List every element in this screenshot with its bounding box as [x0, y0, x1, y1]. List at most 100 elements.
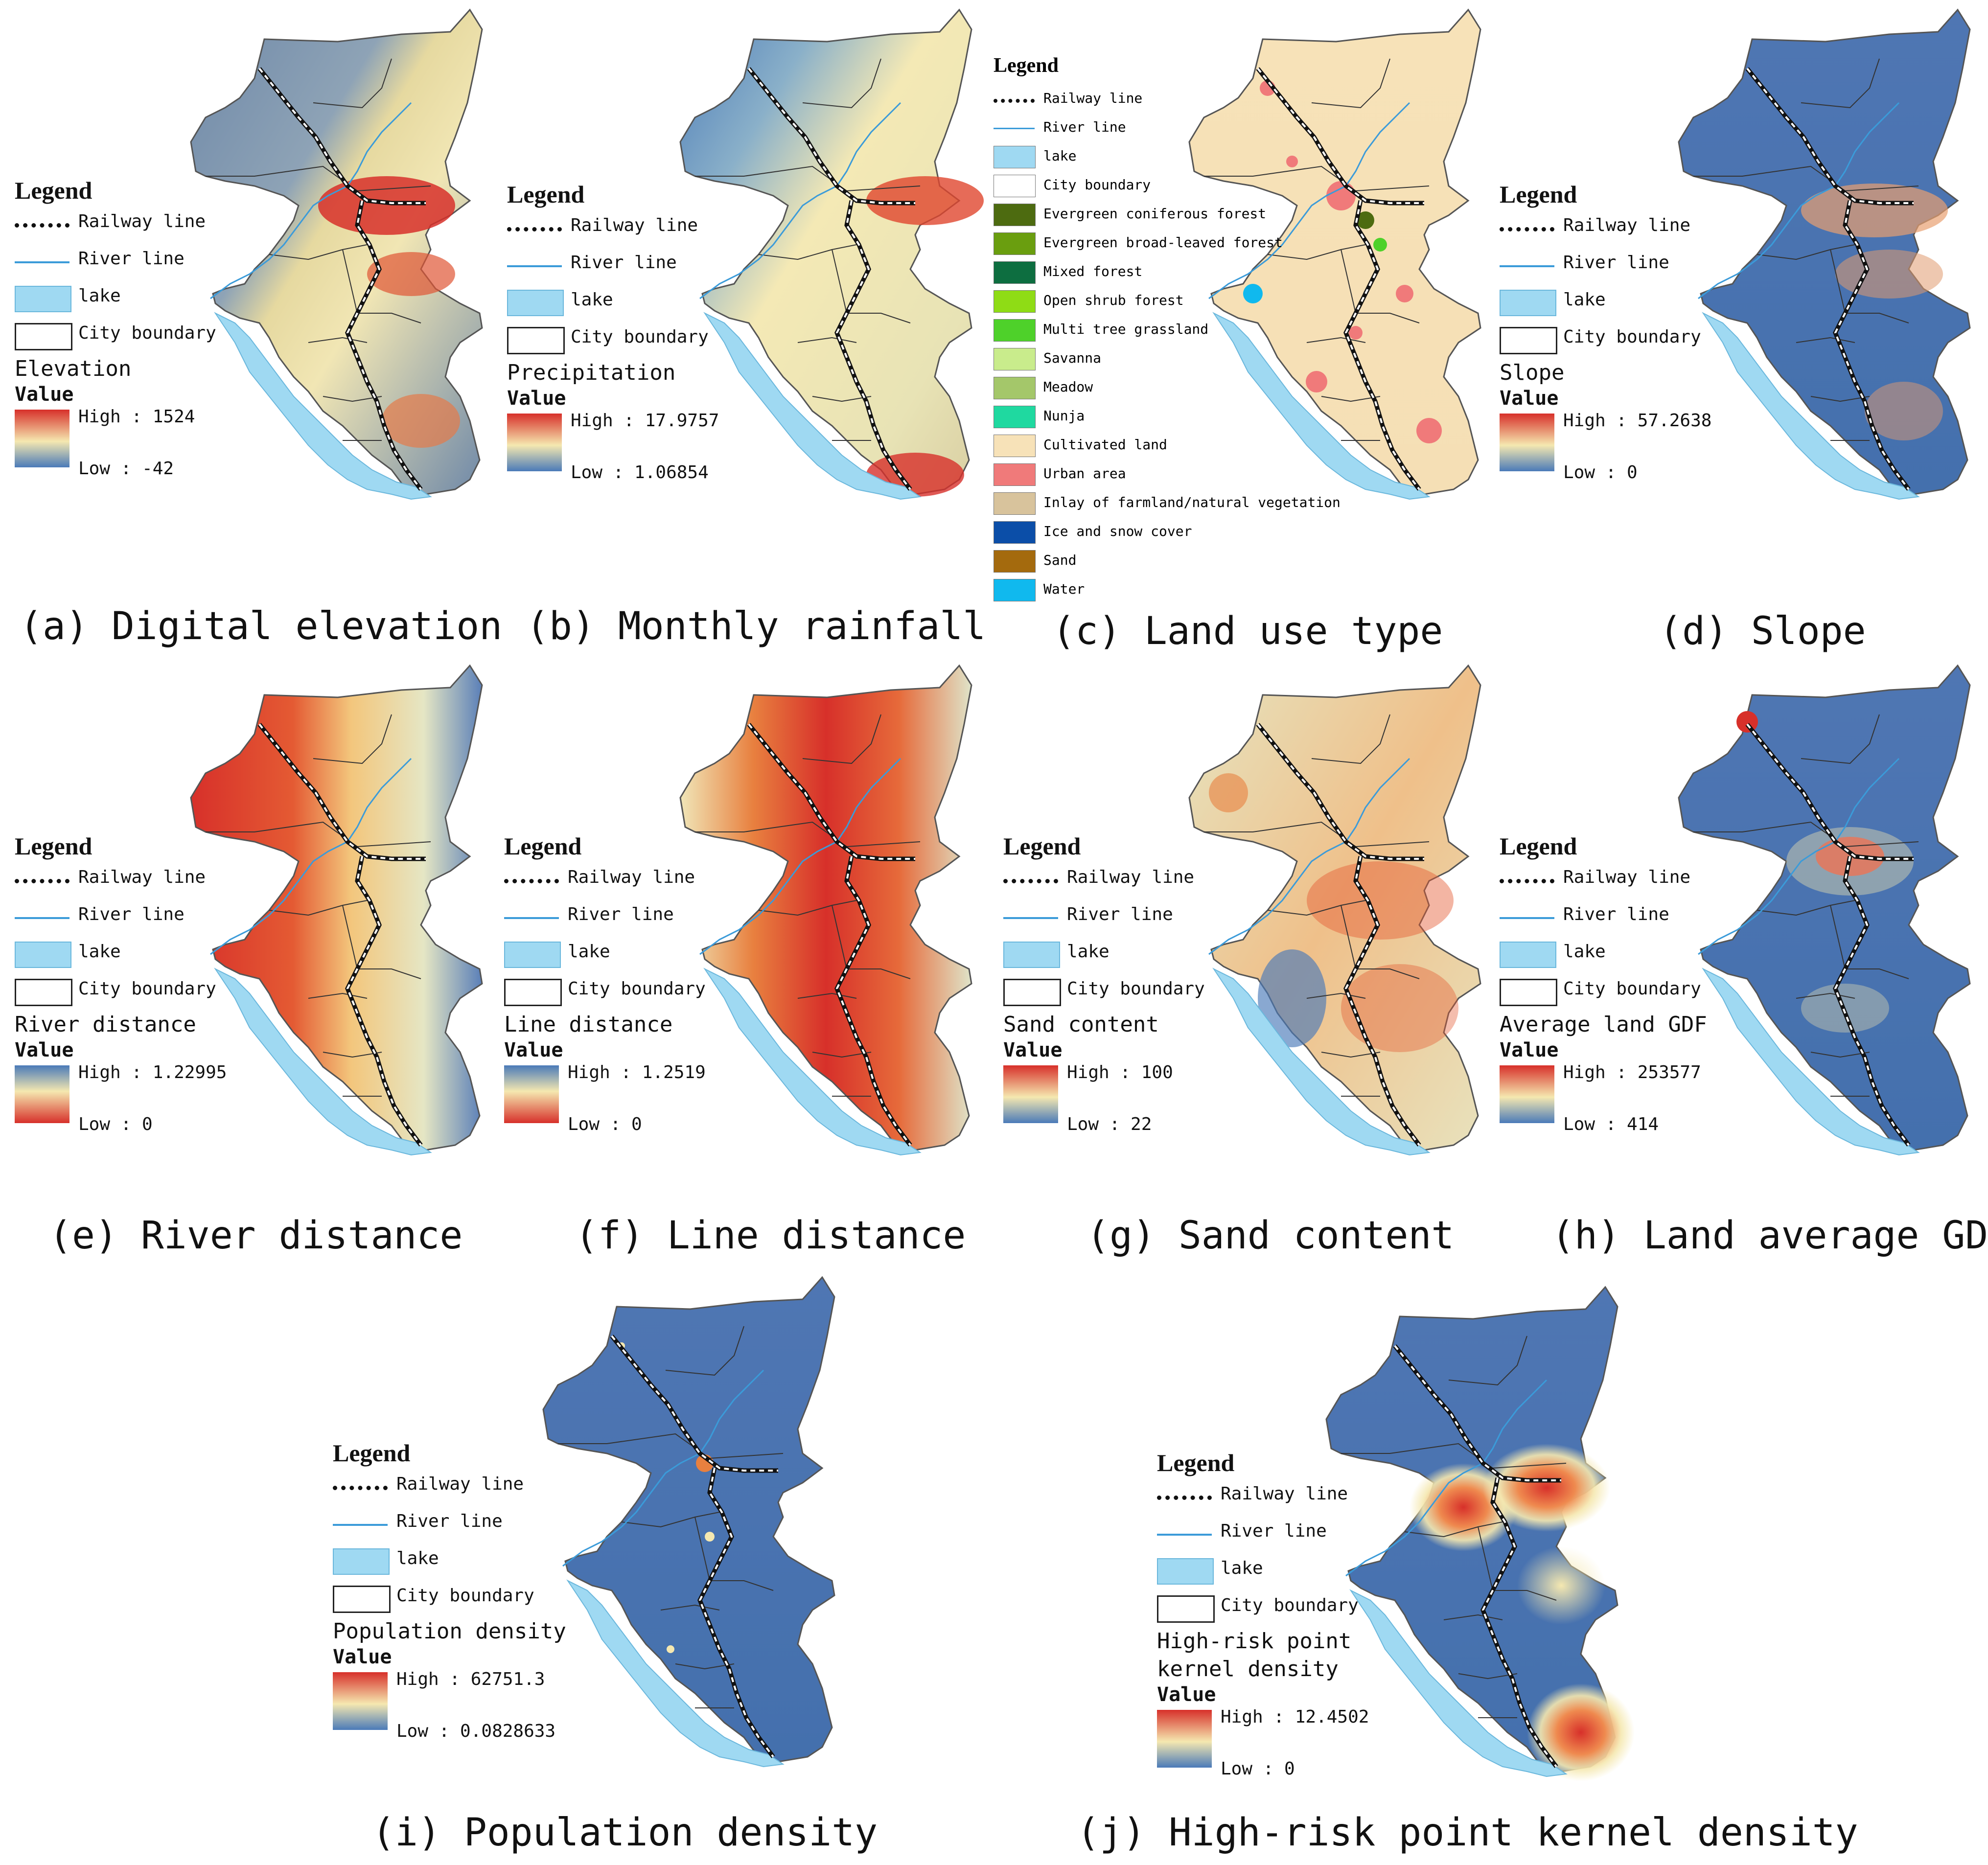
layer-name: Line distance	[504, 1012, 673, 1037]
river-label: River line	[78, 249, 185, 269]
city-boundary-label: City boundary	[78, 323, 216, 343]
railway-symbol	[15, 879, 69, 883]
landuse-legend-item: Mixed forest	[994, 259, 1142, 288]
river-label: River line	[1563, 904, 1669, 924]
city-boundary-symbol	[1500, 327, 1557, 354]
city-boundary-label: City boundary	[1067, 979, 1205, 999]
layer-name: Sand content	[1003, 1012, 1159, 1037]
value-title: Value	[15, 1039, 74, 1061]
railway-label: Railway line	[1221, 1484, 1348, 1504]
value-title: Value	[1500, 387, 1559, 410]
ramp-low: Low : 414	[1563, 1114, 1659, 1134]
layer-name: Precipitation	[507, 360, 676, 385]
legend-title: Legend	[15, 832, 92, 860]
railway-label: Railway line	[78, 867, 206, 887]
landuse-legend-item: Urban area	[994, 461, 1126, 490]
legend-c-landuse: Legend Railway line River line lake City bo…	[994, 54, 1341, 606]
ramp-high: High : 253577	[1563, 1062, 1701, 1082]
legend-h: Legend Railway line River line lake City…	[1500, 832, 1707, 1139]
color-ramp	[1500, 414, 1554, 471]
lake-symbol	[333, 1548, 390, 1575]
landuse-label: Urban area	[1043, 465, 1126, 482]
landuse-label: Savanna	[1043, 350, 1102, 366]
railway-label: Railway line	[396, 1474, 524, 1494]
color-ramp	[15, 410, 69, 467]
landuse-label: Railway line	[1043, 90, 1143, 106]
lake-symbol	[1003, 942, 1060, 968]
lake-label: lake	[78, 942, 121, 962]
layer-name: Average land GDF	[1500, 1012, 1707, 1037]
lake-label: lake	[1563, 942, 1606, 962]
landuse-swatch	[994, 492, 1036, 515]
landuse-swatch	[994, 435, 1036, 457]
landuse-label: Multi tree grassland	[1043, 321, 1209, 337]
landuse-swatch	[994, 290, 1036, 313]
ramp-low: Low : 0.0828633	[396, 1721, 556, 1741]
landuse-legend-item: Multi tree grassland	[994, 317, 1208, 346]
river-symbol	[15, 261, 69, 263]
city-boundary-symbol	[1500, 979, 1557, 1006]
caption-f: (f) Line distance	[575, 1214, 966, 1258]
value-title: Value	[1500, 1039, 1559, 1061]
landuse-legend-item: Water	[994, 577, 1085, 606]
landuse-label: Open shrub forest	[1043, 292, 1184, 308]
city-boundary-label: City boundary	[568, 979, 706, 999]
layer-name: Population density	[333, 1619, 566, 1644]
ramp-high: High : 1.2519	[568, 1062, 706, 1082]
landuse-label: Inlay of farmland/natural vegetation	[1043, 494, 1341, 510]
map-i-population-density	[542, 1276, 835, 1767]
city-boundary-symbol	[1003, 979, 1061, 1006]
value-title: Value	[1157, 1683, 1216, 1706]
map-e-river-distance	[190, 665, 483, 1155]
landuse-label: Evergreen broad-leaved forest	[1043, 234, 1283, 251]
river-symbol	[1500, 917, 1554, 919]
legend-b: Legend Railway line River line lake City…	[507, 180, 719, 487]
river-label: River line	[78, 904, 185, 924]
landuse-swatch	[994, 463, 1036, 486]
map-h-land-gdp	[1678, 665, 1971, 1155]
caption-b: (b) Monthly rainfall	[526, 604, 986, 648]
landuse-label: Evergreen coniferous forest	[1043, 206, 1267, 222]
landuse-legend-item: Meadow	[994, 375, 1093, 404]
legend-e: Legend Railway line River line lake City…	[15, 832, 227, 1139]
lake-symbol	[1157, 1558, 1214, 1585]
landuse-label: Mixed forest	[1043, 263, 1143, 279]
railway-symbol	[1500, 227, 1554, 231]
lake-label: lake	[396, 1548, 439, 1568]
layer-name: Slope	[1500, 360, 1565, 385]
landuse-swatch	[994, 175, 1036, 197]
city-boundary-label: City boundary	[396, 1586, 534, 1606]
map-f-line-distance	[679, 665, 972, 1155]
map-b-rainfall	[679, 9, 984, 500]
river-symbol	[504, 917, 559, 919]
city-boundary-symbol	[15, 323, 72, 350]
landuse-swatch	[994, 204, 1036, 226]
landuse-label: Water	[1043, 581, 1085, 597]
landuse-legend-item: Evergreen broad-leaved forest	[994, 230, 1283, 259]
landuse-label: River line	[1043, 119, 1126, 135]
railway-symbol	[1157, 1496, 1212, 1500]
caption-h: (h) Land average GDP	[1551, 1214, 1988, 1258]
lake-label: lake	[1067, 942, 1110, 962]
ramp-low: Low : 0	[568, 1114, 642, 1134]
landuse-legend-item: Ice and snow cover	[994, 519, 1192, 548]
ramp-low: Low : 0	[1221, 1759, 1295, 1779]
city-boundary-symbol	[1157, 1595, 1215, 1623]
city-boundary-label: City boundary	[1563, 979, 1701, 999]
lake-symbol	[1500, 942, 1556, 968]
city-boundary-label: City boundary	[1563, 327, 1701, 347]
landuse-label: Nunja	[1043, 408, 1085, 424]
ramp-low: Low : 0	[1563, 462, 1638, 483]
color-ramp	[1157, 1710, 1212, 1768]
legend-title: Legend	[507, 181, 585, 208]
ramp-high: High : 17.9757	[571, 411, 719, 431]
lake-label: lake	[568, 942, 610, 962]
ramp-low: Low : 1.06854	[571, 462, 709, 483]
lake-symbol	[15, 942, 71, 968]
railway-symbol	[507, 227, 562, 231]
city-boundary-label: City boundary	[571, 327, 709, 347]
river-label: River line	[396, 1511, 503, 1531]
legend-f: Legend Railway line River line lake City…	[504, 832, 706, 1139]
ramp-low: Low : 0	[78, 1114, 153, 1134]
railway-label: Railway line	[1067, 867, 1195, 887]
